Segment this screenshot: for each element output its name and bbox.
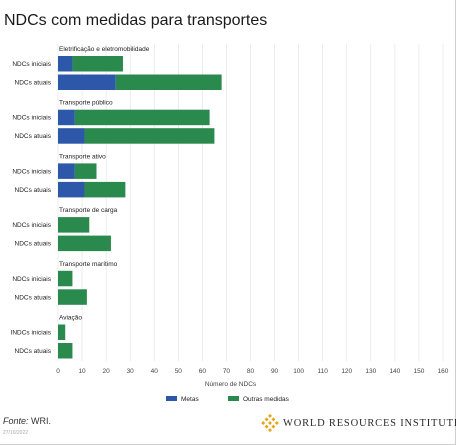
bar-category-label: NDCs atuais	[15, 348, 52, 355]
x-tick-label: 130	[365, 368, 376, 375]
x-tick-label: 100	[293, 368, 304, 375]
group-title: Transporte marítimo	[59, 261, 118, 268]
bar-category-label: NDCs atuais	[15, 187, 52, 194]
bar-category-label: NDCs atuais	[15, 241, 52, 248]
group-title: Transporte público	[59, 100, 113, 107]
bar-segment-metas	[58, 128, 85, 144]
x-tick-label: 80	[247, 368, 255, 375]
date-stamp: 27/10/2022	[3, 430, 29, 436]
bar-category-label: NDCs iniciais	[12, 115, 51, 122]
wri-logo: WORLD RESOURCES INSTITUTE	[261, 414, 456, 432]
bar-segment-outras	[58, 270, 73, 287]
x-tick-label: 60	[199, 368, 207, 375]
bar-segment-metas	[58, 181, 85, 198]
x-tick-label: 120	[341, 368, 352, 375]
bar-category-label: NDCs iniciais	[12, 168, 51, 175]
bar-segment-outras	[74, 109, 210, 126]
bar-category-label: INDCs iniciais	[11, 329, 52, 336]
bar-category-label: NDCs atuais	[15, 133, 52, 140]
x-tick-label: 160	[438, 368, 449, 375]
source-text: WRI.	[28, 416, 52, 426]
legend-label: Metas	[181, 396, 199, 403]
source-label: Fonte:	[3, 416, 29, 426]
bar-category-label: NDCs atuais	[15, 79, 52, 86]
x-tick-label: 150	[414, 368, 425, 375]
bar-segment-outras	[58, 324, 66, 340]
bar-segment-outras	[58, 235, 111, 252]
wri-logo-icon	[261, 414, 279, 432]
bar-category-label: NDCs atuais	[15, 294, 52, 301]
group-title: Transporte ativo	[59, 153, 106, 160]
bar-segment-outras	[58, 217, 90, 233]
bar-category-label: NDCs iniciais	[12, 222, 51, 229]
bar-segment-outras	[84, 181, 126, 198]
x-tick-label: 140	[389, 368, 400, 375]
x-tick-label: 40	[151, 368, 159, 375]
stacked-bar-chart: 0 10 20 30 40 50 60 70 80 90 100 110 120 130 140 150 160…	[11, 44, 449, 403]
group-title: Transporte de carga	[59, 207, 118, 214]
chart-title: NDCs com medidas para transportes	[4, 12, 268, 29]
bar-segment-outras	[58, 343, 73, 359]
bar-segment-metas	[58, 163, 75, 179]
group-title: Aviação	[59, 315, 82, 322]
x-tick-label: 20	[103, 368, 111, 375]
x-tick-label: 10	[78, 368, 86, 375]
bar-category-label: NDCs iniciais	[12, 61, 51, 68]
legend-swatch	[228, 396, 239, 401]
x-tick-label: 50	[175, 368, 183, 375]
legend-label: Outras medidas	[243, 396, 290, 403]
x-tick-label: 30	[127, 368, 135, 375]
group-title: Eletrificação e eletromobilidade	[59, 46, 150, 53]
bar-segment-metas	[58, 109, 75, 126]
bar-segment-outras	[58, 289, 87, 305]
x-tick-label: 70	[223, 368, 231, 375]
bar-category-label: NDCs iniciais	[12, 276, 51, 283]
logo-text: WORLD RESOURCES INSTITUTE	[283, 417, 456, 429]
bar-segment-metas	[58, 56, 73, 72]
x-axis-label: Número de NDCs	[205, 381, 257, 388]
x-tick-label: 110	[318, 368, 329, 375]
x-tick-label: 90	[271, 368, 279, 375]
bar-segment-outras	[74, 163, 97, 179]
bar-segment-outras	[84, 128, 215, 144]
x-tick-label: 0	[56, 368, 60, 375]
bar-segment-metas	[58, 74, 116, 90]
source-note: Fonte: WRI.	[3, 416, 51, 426]
legend-swatch	[166, 396, 177, 401]
bar-segment-outras	[72, 56, 123, 72]
bar-segment-outras	[115, 74, 222, 90]
